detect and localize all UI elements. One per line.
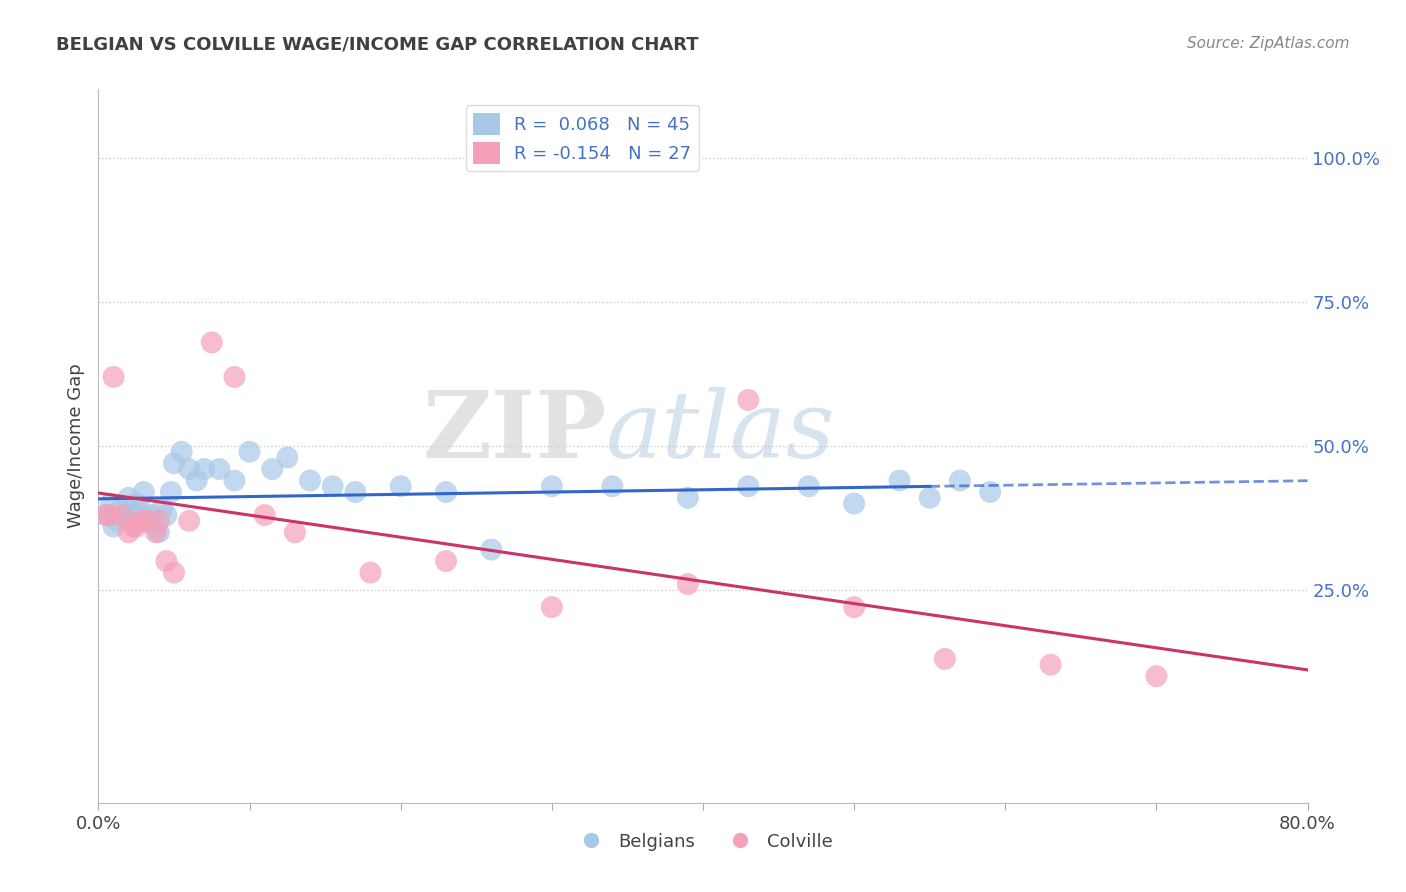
Point [934,652,956,666]
Point [135,514,157,528]
Point [737,392,759,407]
Point [208,462,231,476]
Point [121,514,143,528]
Point [155,508,177,522]
Point [155,554,177,568]
Point [150,502,173,516]
Point [125,508,148,522]
Point [322,479,344,493]
Legend: R =  0.068   N = 45, R = -0.154   N = 27: R = 0.068 N = 45, R = -0.154 N = 27 [465,105,699,171]
Point [360,566,382,580]
Point [163,456,186,470]
Point [163,566,186,580]
Point [135,514,157,528]
Point [262,462,284,476]
Point [676,491,699,505]
Point [94,508,117,522]
Point [186,474,208,488]
Point [125,497,148,511]
Point [103,370,125,384]
Point [737,479,759,493]
Point [253,508,276,522]
Point [224,370,246,384]
Point [114,508,136,522]
Point [1039,657,1062,672]
Point [105,514,128,528]
Point [979,485,1001,500]
Point [540,479,562,493]
Point [1144,669,1167,683]
Point [797,479,820,493]
Point [918,491,941,505]
Point [110,502,132,516]
Point [481,542,503,557]
Point [129,502,152,516]
Point [148,514,170,528]
Point [118,525,141,540]
Point [132,485,155,500]
Point [118,491,141,505]
Point [844,600,866,615]
Point [145,525,167,540]
Point [122,519,145,533]
Text: atlas: atlas [606,387,835,476]
Point [389,479,412,493]
Y-axis label: Wage/Income Gap: Wage/Income Gap [66,364,84,528]
Point [170,444,193,458]
Point [148,525,170,540]
Point [193,462,215,476]
Point [540,600,562,615]
Point [141,508,163,522]
Point [129,514,152,528]
Point [344,485,367,500]
Point [284,525,307,540]
Point [276,450,298,465]
Point [949,474,972,488]
Point [94,508,117,522]
Point [676,577,699,591]
Point [889,474,911,488]
Text: BELGIAN VS COLVILLE WAGE/INCOME GAP CORRELATION CHART: BELGIAN VS COLVILLE WAGE/INCOME GAP CORR… [56,36,699,54]
Point [201,335,224,350]
Point [602,479,624,493]
Point [100,497,122,511]
Point [179,514,201,528]
Point [239,444,262,458]
Text: ZIP: ZIP [422,387,606,476]
Point [434,485,457,500]
Text: Source: ZipAtlas.com: Source: ZipAtlas.com [1187,36,1350,51]
Point [100,508,122,522]
Point [179,462,201,476]
Point [224,474,246,488]
Point [160,485,183,500]
Point [844,497,866,511]
Point [125,519,148,533]
Point [145,519,167,533]
Point [103,519,125,533]
Point [434,554,457,568]
Point [299,474,322,488]
Point [110,508,132,522]
